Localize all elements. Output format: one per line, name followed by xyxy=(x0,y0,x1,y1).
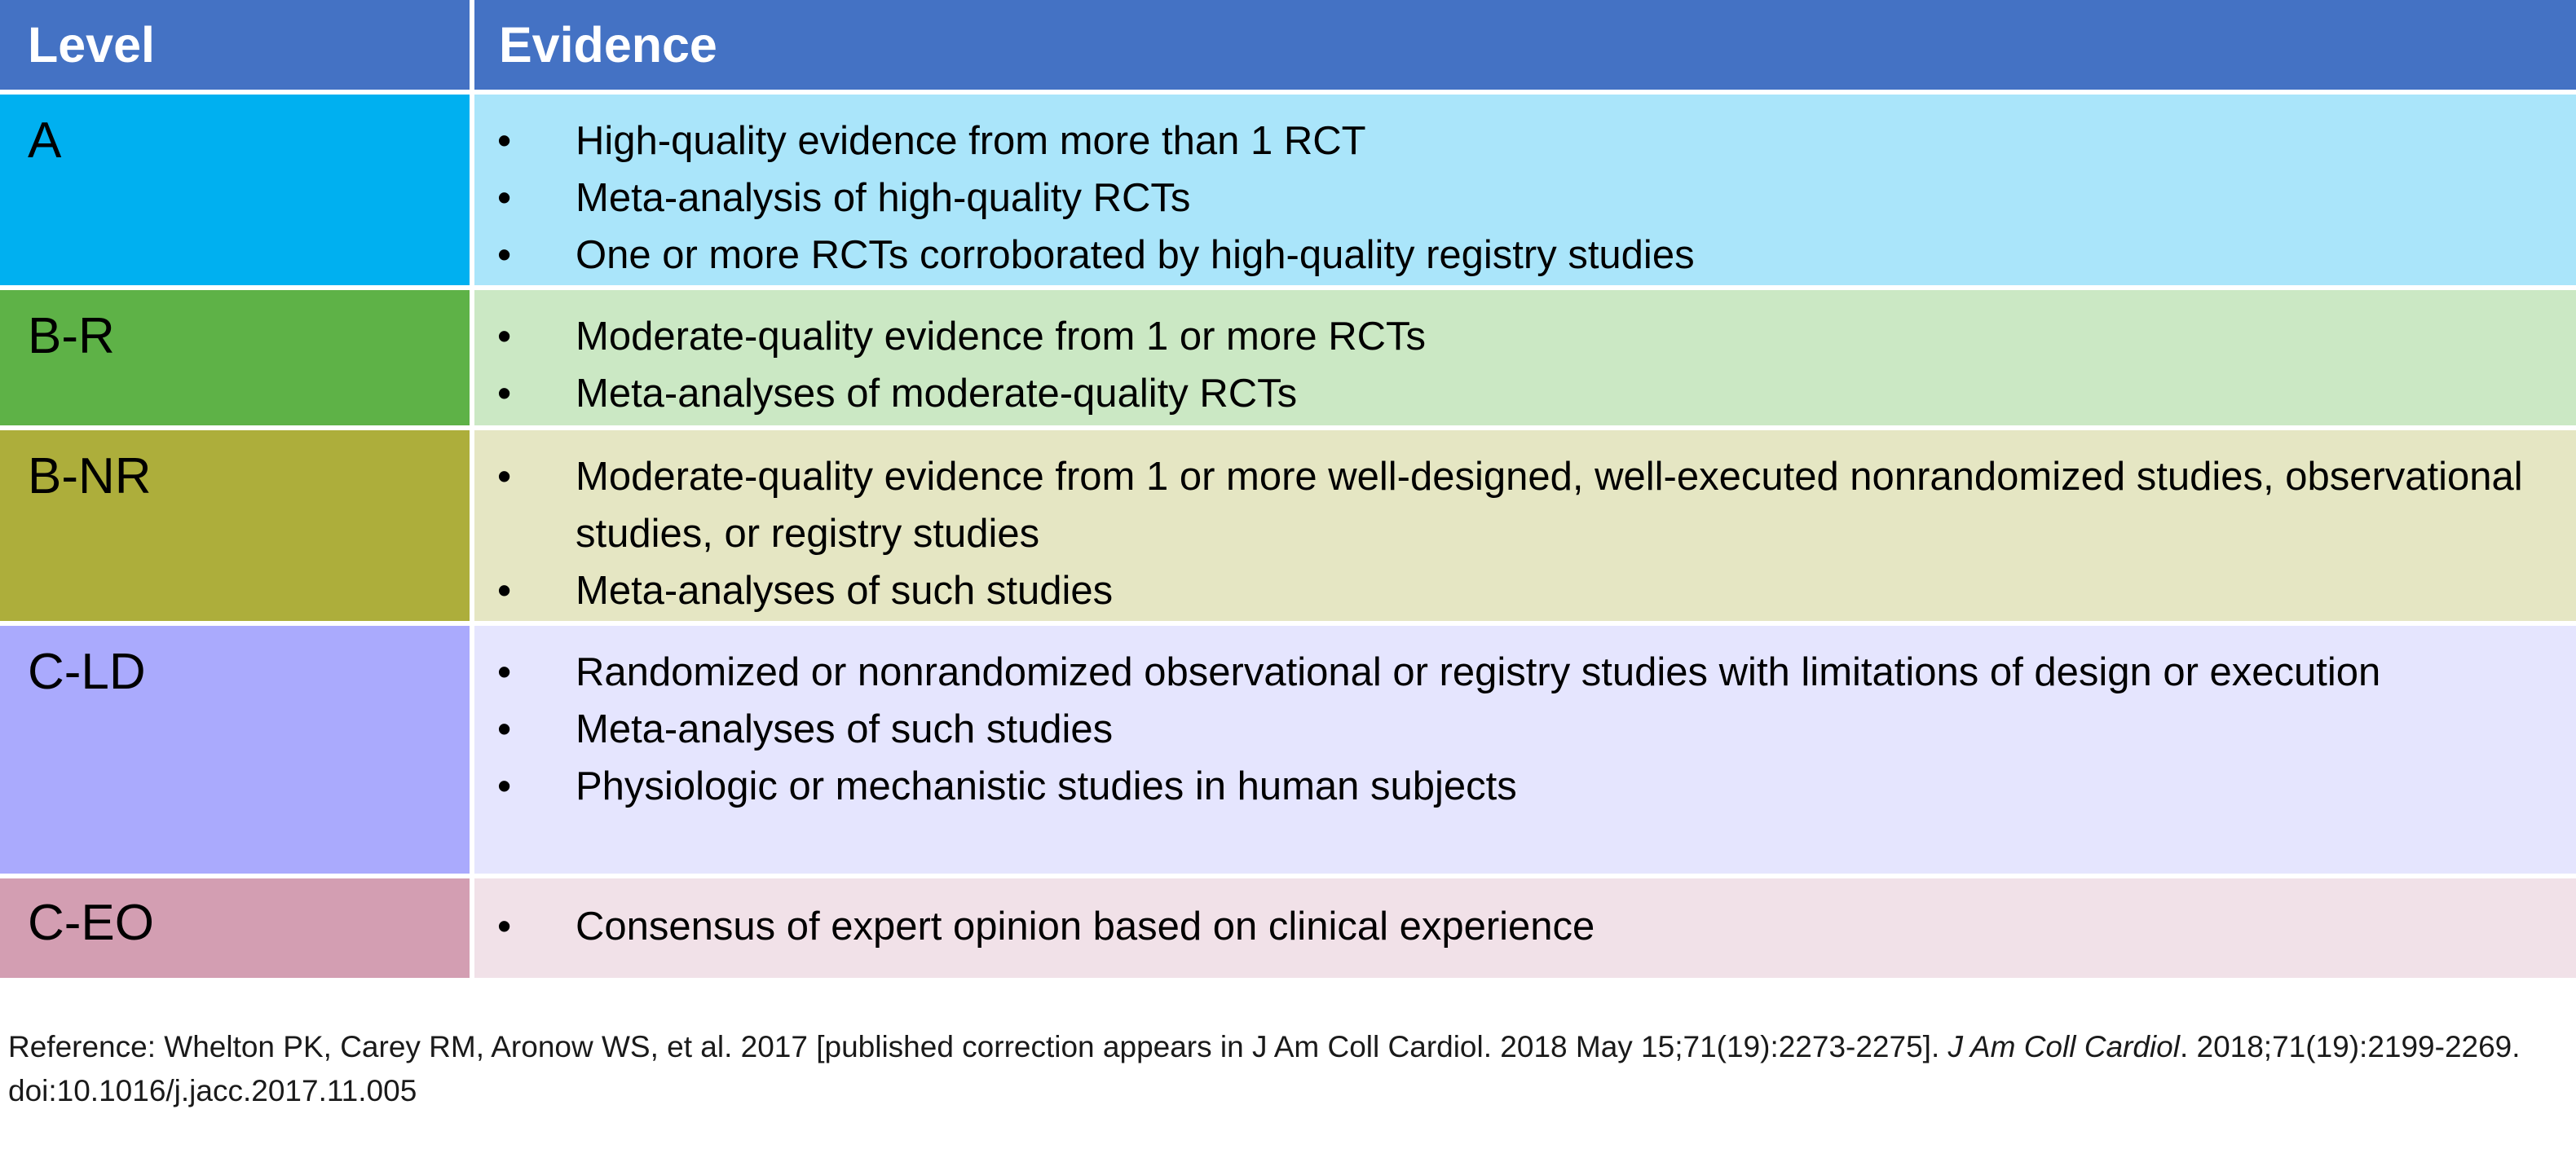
evidence-text: Randomized or nonrandomized observationa… xyxy=(576,650,2381,694)
evidence-text: Moderate-quality evidence from 1 or more… xyxy=(576,315,1427,359)
evidence-cell: • High-quality evidence from more than 1 … xyxy=(474,95,2576,285)
evidence-text: One or more RCTs corroborated by high-qu… xyxy=(576,233,1695,277)
list-item: • One or more RCTs corroborated by high-q… xyxy=(497,227,2543,284)
evidence-list: • Randomized or nonrandomized observation… xyxy=(497,644,2543,815)
reference-text: Reference: Whelton PK, Carey RM, Aronow … xyxy=(8,1030,1948,1063)
table-header-row: Level Evidence xyxy=(0,0,2576,95)
level-cell: C-LD xyxy=(0,626,474,874)
table-row-level-c-ld: C-LD • Randomized or nonrandomized observ… xyxy=(0,626,2576,878)
journal-name: J Am Coll Cardiol xyxy=(1947,1030,2180,1063)
level-column-header: Level xyxy=(0,0,474,90)
evidence-text: Moderate-quality evidence from 1 or more… xyxy=(576,455,2523,556)
list-item: • Meta-analysis of high-quality RCTs xyxy=(497,169,2543,227)
evidence-list: • Moderate-quality evidence from 1 or mor… xyxy=(497,448,2543,619)
list-item: • Moderate-quality evidence from 1 or mor… xyxy=(497,308,2543,365)
evidence-text: Meta-analyses of moderate-quality RCTs xyxy=(576,372,1298,416)
list-item: • Physiologic or mechanistic studies in h… xyxy=(497,758,2543,815)
list-item: • High-quality evidence from more than 1 … xyxy=(497,112,2543,169)
bullet-icon: • xyxy=(497,905,512,949)
list-item: • Meta-analyses of such studies xyxy=(497,701,2543,758)
list-item: • Meta-analyses of such studies xyxy=(497,562,2543,619)
evidence-list: • High-quality evidence from more than 1 … xyxy=(497,112,2543,284)
list-item: • Randomized or nonrandomized observation… xyxy=(497,644,2543,701)
evidence-table: Level Evidence A • High-quality evidence … xyxy=(0,0,2576,978)
bullet-icon: • xyxy=(497,455,512,499)
evidence-text: Meta-analyses of such studies xyxy=(576,569,1114,613)
evidence-cell: • Randomized or nonrandomized observation… xyxy=(474,626,2576,874)
table-row-level-b-nr: B-NR • Moderate-quality evidence from 1 o… xyxy=(0,430,2576,626)
evidence-text: Meta-analyses of such studies xyxy=(576,707,1114,751)
reference-details: . 2018;71(19):2199-2269. doi:10.1016/j.j… xyxy=(8,1030,2521,1107)
bullet-icon: • xyxy=(497,233,512,277)
list-item: • Meta-analyses of moderate-quality RCTs xyxy=(497,365,2543,422)
bullet-icon: • xyxy=(497,119,512,163)
level-cell: B-R xyxy=(0,290,474,425)
evidence-cell: • Moderate-quality evidence from 1 or mor… xyxy=(474,430,2576,621)
table-row-level-b-r: B-R • Moderate-quality evidence from 1 or… xyxy=(0,290,2576,430)
list-item: • Moderate-quality evidence from 1 or mor… xyxy=(497,448,2543,562)
evidence-text: High-quality evidence from more than 1 R… xyxy=(576,119,1366,163)
bullet-icon: • xyxy=(497,650,512,694)
bullet-icon: • xyxy=(497,764,512,808)
table-row-level-a: A • High-quality evidence from more than … xyxy=(0,95,2576,290)
evidence-column-header: Evidence xyxy=(499,17,717,73)
bullet-icon: • xyxy=(497,707,512,751)
evidence-cell: • Consensus of expert opinion based on cl… xyxy=(474,878,2576,978)
evidence-cell: • Moderate-quality evidence from 1 or mor… xyxy=(474,290,2576,425)
bullet-icon: • xyxy=(497,372,512,416)
bullet-icon: • xyxy=(497,176,512,220)
list-item: • Consensus of expert opinion based on cl… xyxy=(497,898,2543,955)
bullet-icon: • xyxy=(497,569,512,613)
evidence-text: Consensus of expert opinion based on cli… xyxy=(576,905,1595,949)
table-row-level-c-eo: C-EO • Consensus of expert opinion based … xyxy=(0,878,2576,978)
level-cell: A xyxy=(0,95,474,285)
evidence-text: Physiologic or mechanistic studies in hu… xyxy=(576,764,1517,808)
evidence-text: Meta-analysis of high-quality RCTs xyxy=(576,176,1191,220)
evidence-list: • Moderate-quality evidence from 1 or mor… xyxy=(497,308,2543,422)
evidence-list: • Consensus of expert opinion based on cl… xyxy=(497,898,2543,955)
level-cell: B-NR xyxy=(0,430,474,621)
level-cell: C-EO xyxy=(0,878,474,978)
bullet-icon: • xyxy=(497,315,512,359)
reference-citation: Reference: Whelton PK, Carey RM, Aronow … xyxy=(8,1025,2560,1113)
